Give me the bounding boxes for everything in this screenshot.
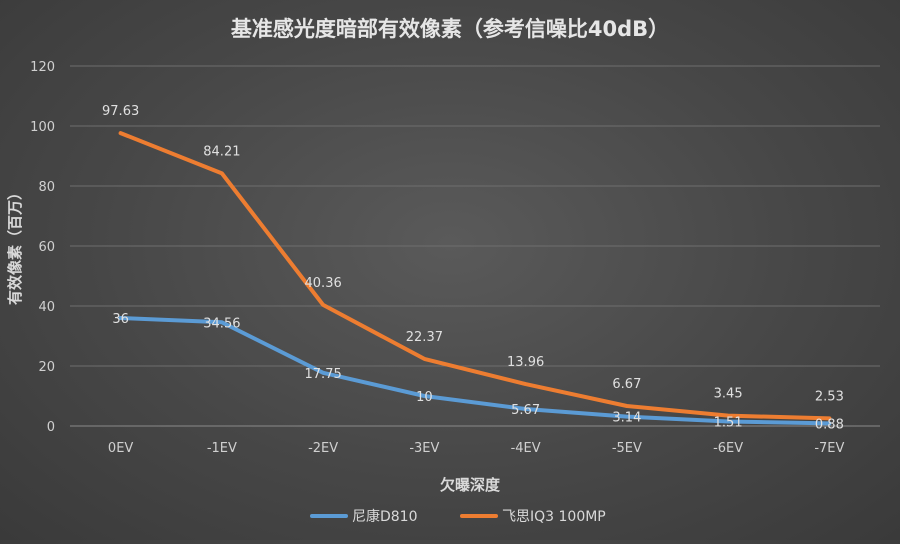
data-point: [422, 394, 426, 398]
data-point: [119, 316, 123, 320]
data-label: 34.56: [203, 316, 240, 331]
x-tick-label: -5EV: [612, 441, 642, 456]
data-point: [827, 416, 831, 420]
data-point: [827, 421, 831, 425]
data-point: [524, 407, 528, 411]
data-point: [220, 320, 224, 324]
legend-label: 飞思IQ3 100MP: [502, 509, 606, 525]
x-tick-label: -6EV: [713, 441, 743, 456]
data-label: 3.14: [612, 411, 641, 426]
data-label: 22.37: [406, 330, 443, 345]
y-tick-label: 0: [47, 420, 55, 435]
data-label: 36: [112, 312, 129, 327]
data-label: 3.45: [714, 387, 743, 402]
data-label: 0.88: [815, 417, 844, 432]
data-labels: 36 34.56 17.75 10 5.67 3.14 1.51 0.88 97.63 84.21…: [102, 104, 844, 432]
data-point: [625, 415, 629, 419]
data-label: 10: [416, 390, 433, 405]
chart-title: 基准感光度暗部有效像素（参考信噪比40dB）: [231, 17, 669, 41]
series-line: [118, 316, 832, 426]
y-tick-label: 100: [30, 120, 55, 135]
x-axis-title: 欠曝深度: [440, 476, 501, 494]
legend: 尼康D810 飞思IQ3 100MP: [310, 508, 606, 525]
data-point: [726, 419, 730, 423]
data-point: [321, 303, 325, 307]
data-label: 13.96: [507, 355, 544, 370]
gridlines: [70, 65, 880, 427]
data-label: 5.67: [511, 403, 540, 418]
y-tick-label: 120: [30, 60, 55, 75]
data-label: 84.21: [203, 144, 240, 159]
legend-label: 尼康D810: [352, 508, 418, 525]
data-point: [220, 171, 224, 175]
y-axis-ticks: 0 20 40 60 80 100 120: [30, 60, 55, 435]
data-label: 2.53: [815, 389, 844, 404]
y-tick-label: 40: [38, 300, 55, 315]
x-tick-label: -7EV: [814, 441, 844, 456]
data-point: [321, 371, 325, 375]
data-label: 97.63: [102, 104, 139, 119]
data-point: [524, 382, 528, 386]
y-tick-label: 80: [38, 180, 55, 195]
x-tick-label: -1EV: [207, 441, 237, 456]
data-label: 40.36: [305, 276, 342, 291]
data-label: 6.67: [612, 377, 641, 392]
series-lines: [118, 131, 832, 426]
x-tick-label: 0EV: [108, 441, 133, 456]
x-tick-label: -2EV: [308, 441, 338, 456]
y-tick-label: 60: [38, 240, 55, 255]
y-axis-title: 有效像素（百万）: [6, 185, 24, 305]
x-tick-label: -3EV: [409, 441, 439, 456]
data-label: 17.75: [305, 367, 342, 382]
y-tick-label: 20: [38, 360, 55, 375]
data-point: [422, 357, 426, 361]
data-point: [625, 404, 629, 408]
data-point: [726, 414, 730, 418]
x-tick-label: -4EV: [511, 441, 541, 456]
x-axis-ticks: 0EV -1EV -2EV -3EV -4EV -5EV -6EV -7EV: [108, 441, 845, 456]
data-label: 1.51: [714, 415, 743, 430]
data-point: [119, 131, 123, 135]
series-line: [118, 131, 832, 421]
